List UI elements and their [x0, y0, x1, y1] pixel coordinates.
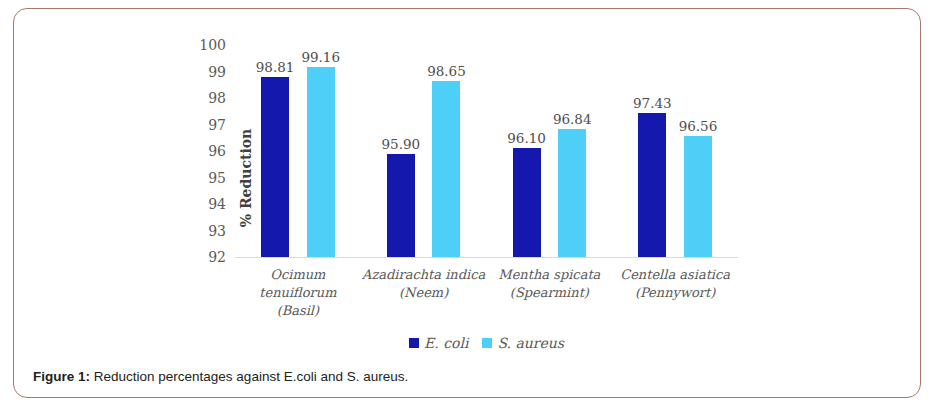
bar-value-label: 99.16 — [301, 49, 340, 65]
bar — [684, 136, 712, 257]
bar-unit: 96.84 — [553, 111, 592, 257]
y-tick-label: 96 — [150, 142, 226, 160]
bar-unit: 97.43 — [633, 95, 672, 257]
bar-value-label: 95.90 — [381, 136, 420, 152]
bar — [261, 77, 289, 257]
legend-label: S. aureus — [497, 335, 564, 351]
bar-unit: 96.10 — [507, 130, 546, 257]
x-axis-category-labels: Ocimumtenuiflorum(Basil)Azadirachta indi… — [235, 266, 738, 320]
bar-group: 97.43 96.56 — [612, 45, 738, 257]
bar-value-label: 98.65 — [427, 63, 466, 79]
bar — [432, 81, 460, 257]
figure-canvas: 9293949596979899100 % Reduction 98.8199.… — [0, 0, 933, 408]
y-tick-label: 98 — [150, 89, 226, 107]
y-tick-label: 92 — [150, 248, 226, 266]
bar — [387, 154, 415, 257]
category-label: Ocimumtenuiflorum(Basil) — [235, 266, 361, 320]
bar-value-label: 96.84 — [553, 111, 592, 127]
bar — [558, 129, 586, 257]
bar-unit: 95.90 — [381, 136, 420, 257]
bar-group: 98.81 99.16 — [235, 45, 361, 257]
bar — [513, 148, 541, 257]
figure-caption-label: Figure 1: — [33, 369, 90, 384]
bar-value-label: 97.43 — [633, 95, 672, 111]
y-tick-label: 93 — [150, 222, 226, 240]
bar-value-label: 96.56 — [679, 118, 718, 134]
y-tick-label: 97 — [150, 116, 226, 134]
bar-value-label: 96.10 — [507, 130, 546, 146]
bar-value-label: 98.81 — [256, 59, 295, 75]
bar-unit: 96.56 — [679, 118, 718, 257]
bar — [307, 67, 335, 257]
category-label: Mentha spicata(Spearmint) — [487, 266, 613, 320]
bar-group: 95.90 98.65 — [361, 45, 487, 257]
y-tick-label: 100 — [150, 36, 226, 54]
y-tick-label: 95 — [150, 169, 226, 187]
bar-group: 96.10 96.84 — [487, 45, 613, 257]
y-tick-label: 99 — [150, 63, 226, 81]
legend-label: E. coli — [424, 335, 468, 351]
bar-unit: 98.81 — [256, 59, 295, 257]
plot-area: 98.81 99.16 95.90 98.65 96.10 96.84 97.43 96.56 — [235, 45, 738, 257]
category-label: Azadirachta indica(Neem) — [361, 266, 487, 320]
figure-caption-text: Reduction percentages against E.coli and… — [90, 369, 408, 384]
legend-swatch-icon — [409, 338, 419, 348]
y-tick-label: 94 — [150, 195, 226, 213]
bar-unit: 99.16 — [301, 49, 340, 257]
legend-swatch-icon — [482, 338, 492, 348]
bar — [638, 113, 666, 257]
legend-item: S. aureus — [482, 335, 564, 351]
legend-item: E. coli — [409, 335, 468, 351]
category-label: Centella asiatica(Pennywort) — [612, 266, 738, 320]
bar-unit: 98.65 — [427, 63, 466, 257]
chart-legend: E. coli S. aureus — [235, 335, 738, 351]
figure-caption: Figure 1: Reduction percentages against … — [33, 369, 408, 384]
